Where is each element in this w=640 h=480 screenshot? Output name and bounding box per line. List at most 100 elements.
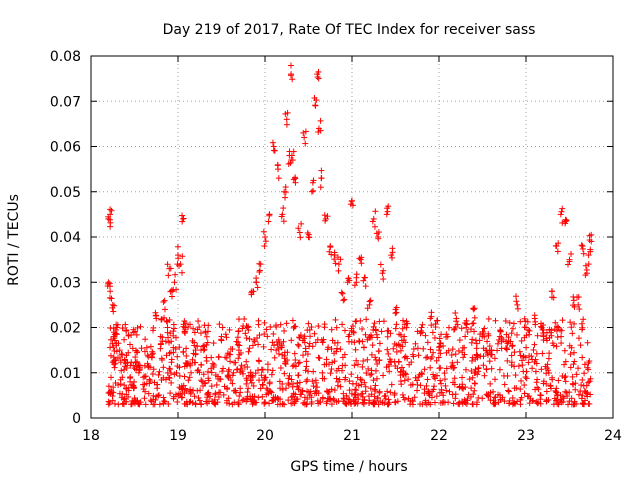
data-point <box>106 399 113 406</box>
data-point <box>306 340 313 347</box>
data-point <box>163 317 170 324</box>
data-point <box>554 248 561 255</box>
data-point <box>510 400 517 407</box>
data-point <box>137 399 144 406</box>
data-point <box>337 346 344 353</box>
data-point <box>290 380 297 387</box>
data-point <box>306 392 313 399</box>
data-point <box>487 389 494 396</box>
data-point <box>466 376 473 383</box>
data-point <box>475 394 482 401</box>
data-point <box>117 359 124 366</box>
data-point <box>256 260 263 267</box>
data-point <box>523 344 530 351</box>
data-point <box>403 324 410 331</box>
data-point <box>244 324 251 331</box>
data-point <box>149 348 156 355</box>
data-point <box>431 383 438 390</box>
data-point <box>317 184 324 191</box>
data-point <box>264 333 271 340</box>
data-point <box>290 148 297 155</box>
data-point <box>328 251 335 258</box>
data-point <box>371 393 378 400</box>
data-point <box>302 128 309 135</box>
data-point <box>107 352 114 359</box>
data-point <box>265 218 272 225</box>
data-point <box>196 397 203 404</box>
data-point <box>238 362 245 369</box>
data-point <box>423 354 430 361</box>
data-point <box>167 349 174 356</box>
data-point <box>121 366 128 373</box>
data-point <box>365 399 372 406</box>
data-point <box>300 352 307 359</box>
data-point <box>345 275 352 282</box>
data-point <box>269 397 276 404</box>
data-point <box>303 358 310 365</box>
data-point <box>259 393 266 400</box>
data-point <box>422 332 429 339</box>
data-point <box>128 381 135 388</box>
data-point <box>283 385 290 392</box>
data-point <box>224 372 231 379</box>
data-point <box>455 347 462 354</box>
data-point <box>236 342 243 349</box>
data-point <box>327 370 334 377</box>
data-point <box>470 320 477 327</box>
data-point <box>369 342 376 349</box>
data-point <box>408 359 415 366</box>
data-point <box>179 394 186 401</box>
data-point <box>359 363 366 370</box>
data-point <box>328 346 335 353</box>
data-point <box>134 348 141 355</box>
data-point <box>215 394 222 401</box>
data-point <box>386 361 393 368</box>
data-point <box>158 376 165 383</box>
data-point <box>449 391 456 398</box>
data-point <box>140 386 147 393</box>
data-point <box>533 379 540 386</box>
data-point <box>150 392 157 399</box>
data-point <box>307 333 314 340</box>
data-point <box>301 335 308 342</box>
data-point <box>200 371 207 378</box>
data-point <box>171 325 178 332</box>
data-point <box>438 380 445 387</box>
data-point <box>553 389 560 396</box>
data-point <box>164 329 171 336</box>
data-point <box>436 343 443 350</box>
data-point <box>382 392 389 399</box>
data-point <box>548 288 555 295</box>
data-point <box>412 374 419 381</box>
data-point <box>585 400 592 407</box>
data-point <box>256 377 263 384</box>
data-point <box>280 338 287 345</box>
data-point <box>518 394 525 401</box>
data-point <box>243 323 250 330</box>
data-point <box>302 367 309 374</box>
data-point <box>205 368 212 375</box>
data-point <box>141 373 148 380</box>
data-point <box>282 361 289 368</box>
data-point <box>172 271 179 278</box>
data-point <box>152 396 159 403</box>
data-point <box>176 344 183 351</box>
data-point <box>301 134 308 141</box>
data-point <box>393 304 400 311</box>
data-point <box>369 218 376 225</box>
data-point <box>397 331 404 338</box>
data-point <box>159 334 166 341</box>
data-point <box>538 366 545 373</box>
data-point <box>149 350 156 357</box>
data-point <box>167 330 174 337</box>
data-point <box>451 381 458 388</box>
data-point <box>366 333 373 340</box>
data-point <box>125 332 132 339</box>
data-point <box>280 218 287 225</box>
data-point <box>553 327 560 334</box>
data-point <box>430 349 437 356</box>
data-point <box>452 324 459 331</box>
data-point <box>370 323 377 330</box>
data-point <box>285 397 292 404</box>
data-point <box>180 348 187 355</box>
